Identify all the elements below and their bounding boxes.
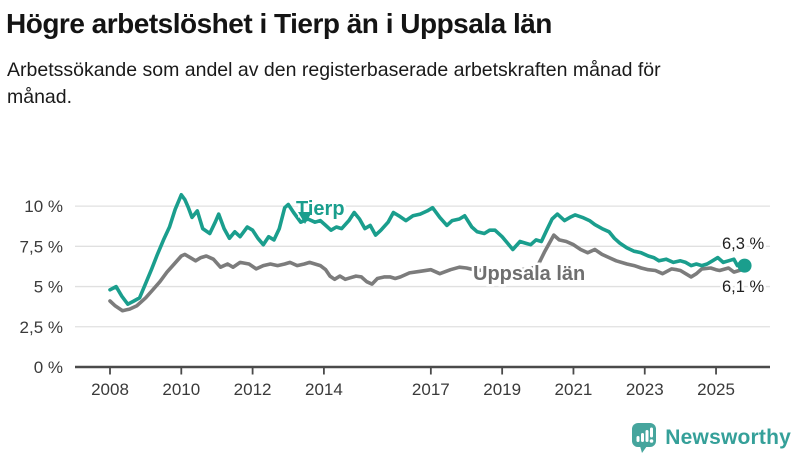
x-axis — [75, 365, 770, 375]
svg-text:2014: 2014 — [305, 380, 343, 399]
svg-text:7,5 %: 7,5 % — [20, 237, 63, 256]
newsworthy-logo[interactable]: Newsworthy — [631, 422, 791, 454]
svg-text:2025: 2025 — [697, 380, 735, 399]
svg-text:2017: 2017 — [412, 380, 450, 399]
end-value-uppsala: 6,1 % — [722, 278, 765, 296]
newsworthy-wordmark: Newsworthy — [665, 426, 791, 449]
newsworthy-bubble-chart-icon — [632, 423, 657, 453]
svg-text:0 %: 0 % — [34, 358, 63, 377]
svg-text:2021: 2021 — [555, 380, 593, 399]
gridlines — [75, 205, 770, 328]
page-subtitle: Arbetssökande som andel av den registerb… — [7, 59, 661, 109]
axis-labels: 0 % 2,5 % 5 % 7,5 % 10 % 2008 2010 2012 2014 2017… — [20, 197, 735, 399]
svg-text:2008: 2008 — [91, 380, 129, 399]
end-dot — [737, 258, 752, 273]
end-value-tierp: 6,3 % — [722, 235, 765, 253]
tierp-label-pointer-icon — [298, 212, 312, 224]
svg-text:2019: 2019 — [483, 380, 521, 399]
svg-text:2023: 2023 — [626, 380, 664, 399]
annotations: Tierp Uppsala län 6,3 % 6,1 % — [294, 196, 768, 299]
chart-svg: 0 % 2,5 % 5 % 7,5 % 10 % 2008 2010 2012 2014 2017… — [20, 193, 770, 399]
line-chart: 0 % 2,5 % 5 % 7,5 % 10 % 2008 2010 2012 2014 2017… — [0, 168, 800, 418]
svg-text:2012: 2012 — [234, 380, 272, 399]
svg-text:2010: 2010 — [162, 380, 200, 399]
svg-text:10 %: 10 % — [24, 197, 63, 216]
series-label-uppsala: Uppsala län — [473, 263, 585, 285]
series-lines — [108, 193, 747, 313]
page-title: Högre arbetslöshet i Tierp än i Uppsala … — [6, 8, 552, 39]
svg-text:2,5 %: 2,5 % — [20, 318, 63, 337]
svg-text:5 %: 5 % — [34, 278, 63, 297]
